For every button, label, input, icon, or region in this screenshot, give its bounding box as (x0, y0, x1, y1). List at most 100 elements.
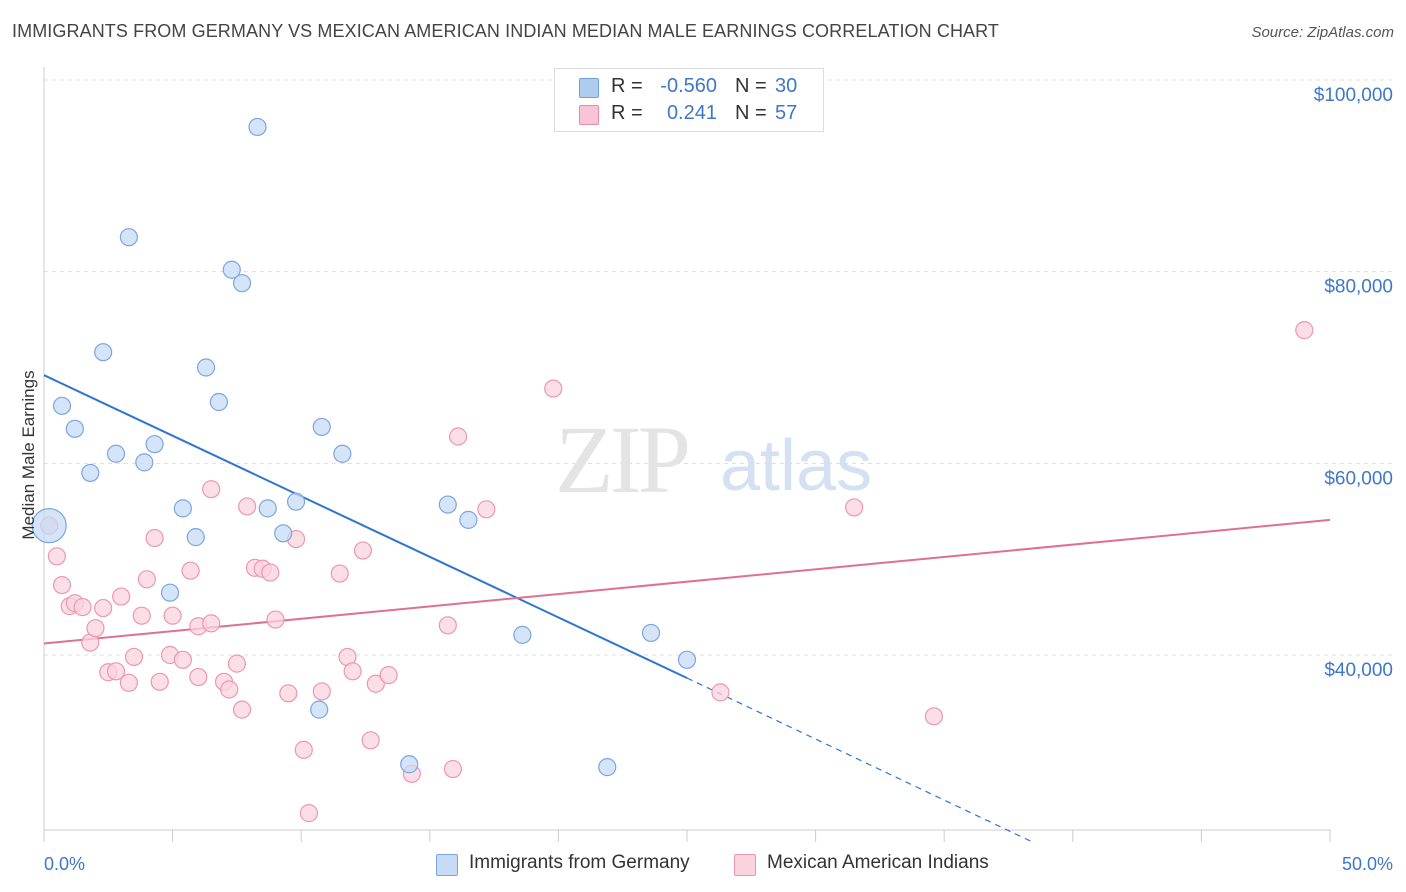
point-mexican-american-indians (544, 379, 563, 398)
point-germany (438, 495, 457, 514)
point-germany (65, 419, 84, 438)
point-germany (641, 623, 661, 643)
point-mexican-american-indians (94, 598, 113, 618)
point-mexican-american-indians (202, 614, 221, 633)
point-mexican-american-indians (163, 606, 182, 625)
y-tick-label: $80,000 (1324, 277, 1393, 298)
trend-line-extension (686, 677, 1035, 844)
point-mexican-american-indians (279, 684, 298, 703)
point-mexican-american-indians (353, 541, 373, 560)
point-mexican-american-indians (73, 597, 92, 617)
point-mexican-american-indians (106, 662, 126, 681)
point-germany (31, 508, 67, 544)
point-mexican-american-indians (124, 647, 144, 667)
x-ticks (43, 830, 1331, 842)
legend-r-value: -0.560 (660, 75, 717, 97)
point-mexican-american-indians (173, 650, 192, 669)
point-germany (135, 453, 154, 472)
point-germany (173, 499, 192, 518)
point-mexican-american-indians (261, 563, 280, 582)
trend-line (43, 374, 688, 679)
point-germany (145, 435, 164, 454)
point-mexican-american-indians (448, 427, 468, 446)
point-germany (209, 392, 228, 412)
point-germany (94, 343, 113, 362)
point-mexican-american-indians (150, 672, 169, 691)
point-mexican-american-indians (189, 667, 208, 687)
legend-n-label: N = (735, 75, 767, 97)
point-mexican-american-indians (477, 500, 496, 519)
point-germany (312, 417, 331, 437)
trend-line (43, 518, 1331, 645)
series-swatch-mexican-american-indians (734, 854, 756, 876)
point-germany (232, 274, 252, 293)
watermark-atlas: atlas (720, 426, 872, 506)
legend-r-value: 0.241 (666, 102, 717, 124)
data-points (31, 117, 1314, 823)
point-mexican-american-indians (232, 700, 252, 719)
y-tick-labels: $40,000 $60,000 $80,000 $100,000 (1314, 85, 1393, 681)
point-germany (196, 358, 216, 377)
y-tick-label: $40,000 (1324, 660, 1393, 681)
point-mexican-american-indians (343, 662, 362, 681)
point-germany (677, 650, 697, 669)
point-mexican-american-indians (443, 759, 463, 779)
point-germany (513, 625, 532, 644)
y-tick-label: $100,000 (1314, 85, 1393, 106)
point-germany (52, 396, 72, 415)
point-germany (186, 528, 205, 547)
correlation-legend: R = -0.560 N = 30 R = 0.241 N = 57 (554, 68, 824, 132)
trend-lines (43, 374, 1331, 844)
legend-swatch-germany (579, 78, 599, 98)
point-mexican-american-indians (299, 804, 319, 823)
point-mexican-american-indians (202, 480, 221, 499)
legend-r-label: R = (611, 75, 643, 97)
point-mexican-american-indians (711, 683, 730, 702)
point-germany (248, 117, 267, 137)
point-mexican-american-indians (181, 561, 200, 580)
point-mexican-american-indians (137, 570, 156, 589)
point-germany (459, 510, 478, 529)
point-mexican-american-indians (112, 587, 131, 606)
point-germany (160, 583, 180, 602)
source-label: Source: ZipAtlas.com (1251, 24, 1394, 41)
point-mexican-american-indians (145, 528, 164, 548)
point-mexican-american-indians (845, 498, 864, 517)
point-mexican-american-indians (379, 666, 398, 685)
legend-swatch-mexican-american-indians (579, 105, 599, 125)
point-germany (333, 444, 352, 463)
point-mexican-american-indians (366, 674, 385, 693)
point-mexican-american-indians (312, 682, 331, 701)
point-mexican-american-indians (52, 575, 72, 595)
y-axis-label: Median Male Earnings (19, 370, 38, 539)
point-mexican-american-indians (361, 731, 380, 750)
point-mexican-american-indians (438, 616, 457, 635)
point-mexican-american-indians (266, 610, 285, 629)
series-label-mexican-american-indians: Mexican American Indians (767, 852, 989, 873)
point-germany (222, 260, 241, 279)
watermark: ZIP atlas (555, 406, 872, 513)
point-germany (119, 228, 138, 247)
point-mexican-american-indians (86, 619, 105, 638)
point-germany (400, 755, 419, 774)
point-germany (106, 444, 126, 463)
point-germany (258, 499, 277, 518)
legend-n-value: 57 (775, 102, 798, 124)
point-mexican-american-indians (227, 654, 246, 673)
x-tick-label-max: 50.0% (1342, 854, 1393, 874)
legend-r-label: R = (611, 102, 643, 124)
point-mexican-american-indians (132, 606, 151, 625)
point-mexican-american-indians (238, 497, 257, 516)
point-germany (274, 524, 293, 543)
point-mexican-american-indians (1295, 321, 1314, 340)
point-mexican-american-indians (924, 707, 944, 726)
point-germany (310, 700, 329, 719)
series-label-germany: Immigrants from Germany (469, 852, 690, 873)
point-mexican-american-indians (330, 564, 349, 583)
watermark-zip: ZIP (555, 406, 688, 513)
point-mexican-american-indians (119, 673, 138, 692)
y-tick-label: $60,000 (1324, 468, 1393, 489)
point-germany (598, 758, 617, 777)
point-mexican-american-indians (220, 680, 239, 699)
